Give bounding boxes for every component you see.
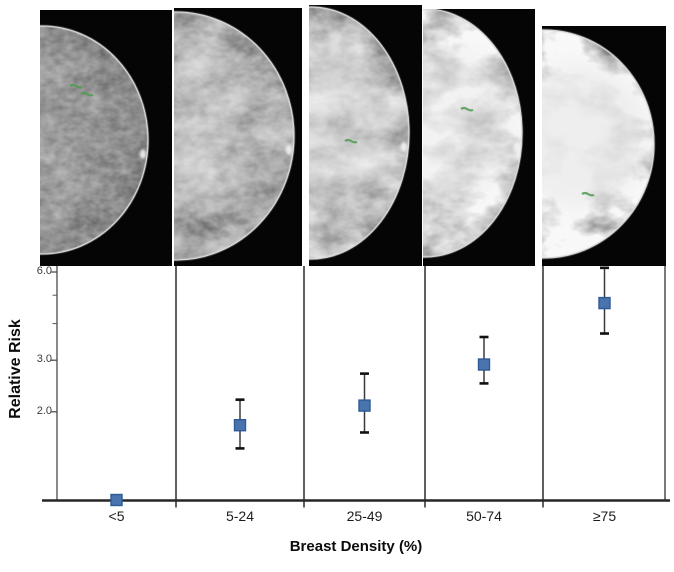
- data-point-5-24: [233, 419, 247, 432]
- mammogram-density-lt5: [40, 10, 172, 266]
- y-tick-label: 3.0: [36, 353, 52, 366]
- y-axis-title: Relative Risk: [7, 319, 24, 419]
- data-point-50-74: [477, 358, 491, 371]
- green-annotation-mark: [80, 91, 94, 97]
- mammogram-density-ge75: [542, 26, 666, 266]
- data-point-25-49: [358, 399, 371, 412]
- green-annotation-mark: [344, 138, 358, 144]
- green-annotation-mark: [460, 106, 474, 112]
- x-category-label-2: 25-49: [346, 508, 383, 524]
- y-tick-label: 6.0: [36, 265, 52, 277]
- nipple-highlight: [139, 149, 147, 159]
- x-category-label-0: <5: [108, 508, 125, 524]
- y-tick-label: 2.0: [36, 404, 52, 417]
- nipple-highlight: [285, 145, 293, 155]
- mammogram-strip: [40, 5, 666, 266]
- mammogram-density-5-24: [174, 8, 302, 266]
- mammogram-density-25-49: [309, 5, 422, 266]
- nipple-highlight: [513, 142, 521, 152]
- x-category-label-4: ≥75: [592, 508, 617, 524]
- data-point-≥75: [598, 296, 611, 310]
- nipple-highlight: [400, 142, 408, 152]
- green-annotation-mark: [581, 191, 595, 197]
- x-category-label-3: 50-74: [466, 508, 502, 524]
- data-point-<5: [110, 493, 123, 507]
- mammogram-density-50-74: [423, 9, 535, 266]
- x-axis-title: Breast Density (%): [289, 538, 423, 555]
- x-category-label-1: 5-24: [225, 508, 255, 524]
- green-annotation-mark: [69, 83, 83, 89]
